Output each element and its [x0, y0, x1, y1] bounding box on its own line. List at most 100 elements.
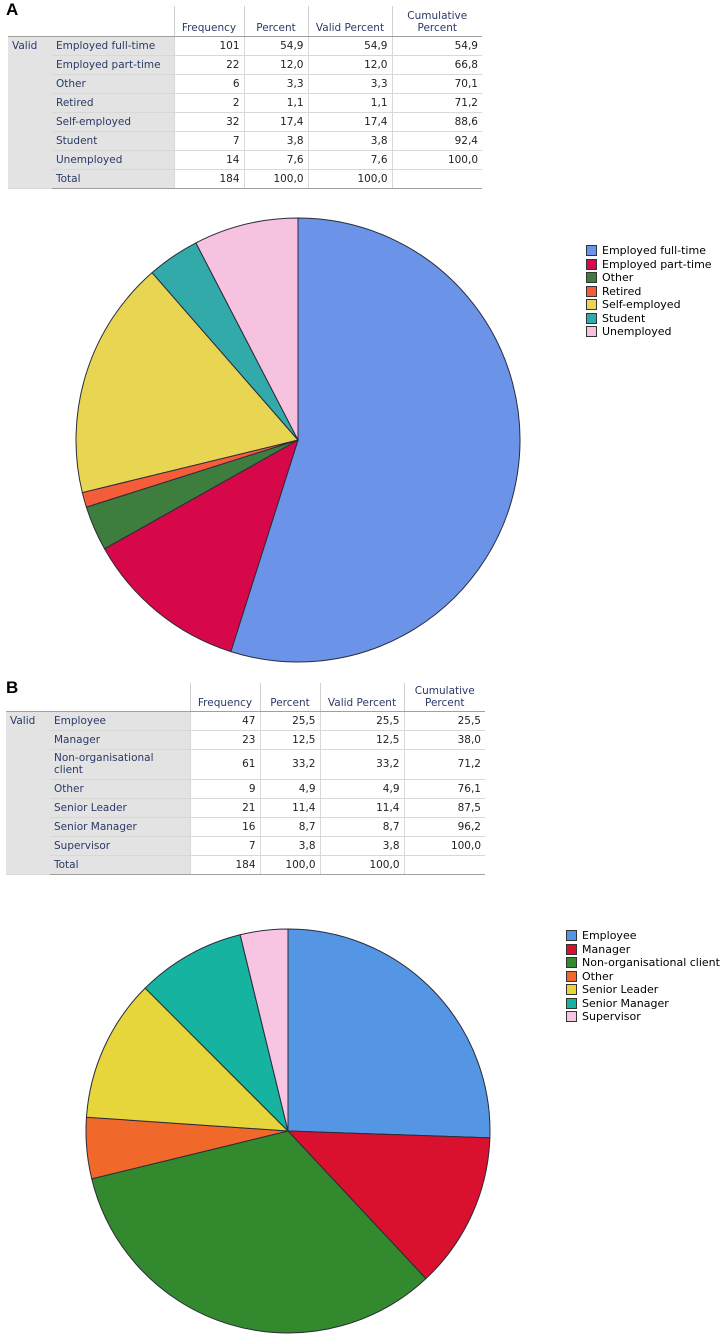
- legend-swatch: [586, 326, 597, 338]
- legend-swatch: [586, 245, 597, 257]
- cell-cumulative: 54,9: [391, 36, 482, 56]
- cell-frequency: 101: [173, 36, 244, 56]
- cell-frequency: 21: [189, 798, 260, 818]
- cell-cumulative: 100,0: [391, 150, 482, 170]
- row-label: Senior Manager: [50, 817, 190, 837]
- legend-item: Student: [586, 312, 712, 326]
- pie-slice-employee: [287, 928, 491, 1139]
- cell-cumulative: [391, 169, 482, 189]
- cell-percent: 1,1: [243, 93, 308, 113]
- cell-valid-percent: 3,3: [307, 74, 392, 94]
- cell-percent: 17,4: [243, 112, 308, 132]
- legend-item: Self-employed: [586, 298, 712, 312]
- pie-chart-employment: [75, 217, 521, 663]
- cell-percent: 25,5: [259, 711, 320, 731]
- legend-item: Senior Leader: [566, 983, 720, 997]
- legend-item: Other: [566, 970, 720, 984]
- row-label: Employed full-time: [52, 36, 174, 56]
- legend-swatch: [566, 984, 577, 996]
- legend-item: Manager: [566, 943, 720, 957]
- cell-cumulative: [403, 855, 485, 875]
- row-label: Employee: [50, 711, 190, 731]
- cell-cumulative: 76,1: [403, 779, 485, 799]
- table-row: Senior Leader 21 11,4 11,4 87,5: [6, 798, 485, 818]
- table-header-blank: [8, 6, 174, 37]
- legend-swatch: [566, 957, 577, 969]
- cell-valid-percent: 7,6: [307, 150, 392, 170]
- cell-frequency: 6: [173, 74, 244, 94]
- row-label: Non-organisational client: [50, 749, 190, 780]
- pie-slice-self-employed: [75, 271, 299, 494]
- cell-valid-percent: 8,7: [319, 817, 404, 837]
- legend-item: Employed part-time: [586, 258, 712, 272]
- legend-label: Non-organisational client: [582, 956, 720, 970]
- cell-valid-percent: 12,5: [319, 730, 404, 750]
- cell-valid-percent: 17,4: [307, 112, 392, 132]
- cell-cumulative: 100,0: [403, 836, 485, 856]
- row-label: Total: [52, 169, 174, 189]
- row-label: Total: [50, 855, 190, 875]
- cell-valid-percent: 54,9: [307, 36, 392, 56]
- table-row: Student 7 3,8 3,8 92,4: [8, 131, 482, 151]
- cell-percent: 3,8: [243, 131, 308, 151]
- legend-swatch: [566, 943, 577, 955]
- pie-chart-role: [85, 928, 491, 1334]
- header-frequency: Frequency: [189, 683, 260, 712]
- cell-valid-percent: 25,5: [319, 711, 404, 731]
- row-label: Senior Leader: [50, 798, 190, 818]
- cell-cumulative: 38,0: [403, 730, 485, 750]
- legend-swatch: [566, 970, 577, 982]
- row-label: Other: [50, 779, 190, 799]
- cell-percent: 3,8: [259, 836, 320, 856]
- cell-valid-percent: 100,0: [307, 169, 392, 189]
- cell-percent: 100,0: [259, 855, 320, 875]
- legend-label: Unemployed: [602, 325, 672, 339]
- pie-slice-employed-part-time: [103, 438, 299, 653]
- cell-cumulative: 71,2: [391, 93, 482, 113]
- legend-swatch: [586, 258, 597, 270]
- legend-swatch: [586, 285, 597, 297]
- table-total-row: Total 184 100,0 100,0: [8, 169, 482, 189]
- cell-frequency: 23: [189, 730, 260, 750]
- cell-cumulative: 66,8: [391, 55, 482, 75]
- panel-a-frequency-table: Frequency Percent Valid Percent Cumulati…: [8, 6, 482, 189]
- cell-valid-percent: 100,0: [319, 855, 404, 875]
- cell-frequency: 7: [173, 131, 244, 151]
- cell-frequency: 14: [173, 150, 244, 170]
- cell-valid-percent: 1,1: [307, 93, 392, 113]
- legend-label: Student: [602, 311, 646, 325]
- legend-label: Employed full-time: [602, 244, 706, 258]
- legend-item: Senior Manager: [566, 997, 720, 1011]
- legend-label: Supervisor: [582, 1010, 641, 1024]
- pie-slice-supervisor: [239, 928, 289, 1132]
- cell-cumulative: 71,2: [403, 749, 485, 780]
- table-row: Other 9 4,9 4,9 76,1: [6, 779, 485, 799]
- table-row: Retired 2 1,1 1,1 71,2: [8, 93, 482, 113]
- cell-frequency: 47: [189, 711, 260, 731]
- legend-item: Other: [586, 271, 712, 285]
- legend-item: Employee: [566, 929, 720, 943]
- legend-item: Employed full-time: [586, 244, 712, 258]
- cell-percent: 11,4: [259, 798, 320, 818]
- legend-label: Self-employed: [602, 298, 681, 312]
- header-valid-percent: Valid Percent: [319, 683, 404, 712]
- table-row: Senior Manager 16 8,7 8,7 96,2: [6, 817, 485, 837]
- cell-valid-percent: 4,9: [319, 779, 404, 799]
- cell-cumulative: 92,4: [391, 131, 482, 151]
- row-label: Student: [52, 131, 174, 151]
- cell-cumulative: 70,1: [391, 74, 482, 94]
- legend-swatch: [566, 1011, 577, 1023]
- cell-cumulative: 96,2: [403, 817, 485, 837]
- table-row: Other 6 3,3 3,3 70,1: [8, 74, 482, 94]
- row-label: Employed part-time: [52, 55, 174, 75]
- cell-frequency: 9: [189, 779, 260, 799]
- cell-frequency: 22: [173, 55, 244, 75]
- pie-slice-manager: [286, 1130, 491, 1280]
- legend-swatch: [586, 272, 597, 284]
- header-frequency: Frequency: [173, 6, 244, 37]
- legend-role: Employee Manager Non-organisational clie…: [566, 929, 720, 1024]
- cell-percent: 33,2: [259, 749, 320, 780]
- legend-label: Retired: [602, 284, 642, 298]
- table-row: Self-employed 32 17,4 17,4 88,6: [8, 112, 482, 132]
- cell-percent: 4,9: [259, 779, 320, 799]
